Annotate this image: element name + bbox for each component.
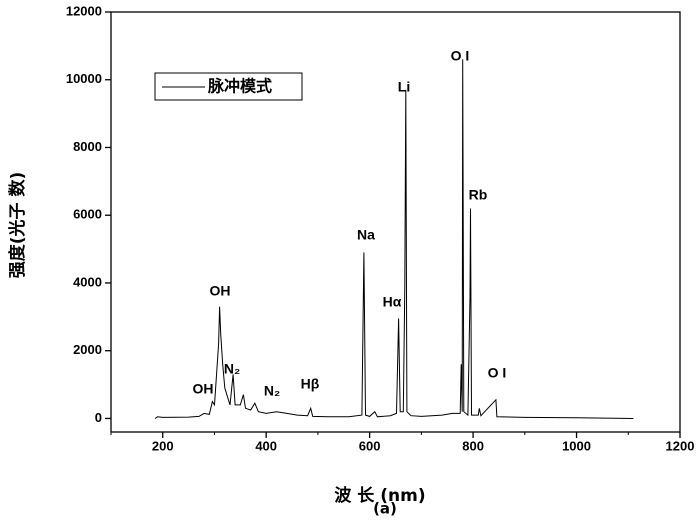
caption: (a) <box>373 500 397 518</box>
annotation: O I <box>488 365 507 381</box>
annotation: O I <box>451 48 470 64</box>
y-tick-label: 4000 <box>73 274 102 289</box>
annotation: Hβ <box>301 376 320 392</box>
y-tick-label: 10000 <box>66 71 102 86</box>
annotation: Li <box>398 79 410 95</box>
y-tick-label: 6000 <box>73 207 102 222</box>
x-tick-label: 1000 <box>562 438 591 453</box>
annotation: Na <box>357 227 375 243</box>
annotation: N₂ <box>224 361 240 377</box>
x-tick-label: 400 <box>255 438 277 453</box>
x-tick-label: 600 <box>359 438 381 453</box>
annotation: OH <box>193 381 214 397</box>
annotation: Hα <box>383 294 402 310</box>
y-tick-label: 0 <box>95 410 102 425</box>
annotation: OH <box>210 283 231 299</box>
x-tick-label: 200 <box>152 438 174 453</box>
y-tick-label: 12000 <box>66 3 102 18</box>
y-axis-label: 强度(光子 数) <box>7 172 28 278</box>
x-tick-label: 800 <box>462 438 484 453</box>
annotation: N₂ <box>264 383 280 399</box>
annotation: Rb <box>469 187 488 203</box>
x-tick-label: 1200 <box>666 438 695 453</box>
legend-label: 脉冲模式 <box>207 77 272 96</box>
y-tick-label: 2000 <box>73 342 102 357</box>
chart: OH OH N₂ N₂ Hβ Na Hα Li O I Rb O I 脉冲模式 … <box>0 0 696 519</box>
y-tick-label: 8000 <box>73 139 102 154</box>
